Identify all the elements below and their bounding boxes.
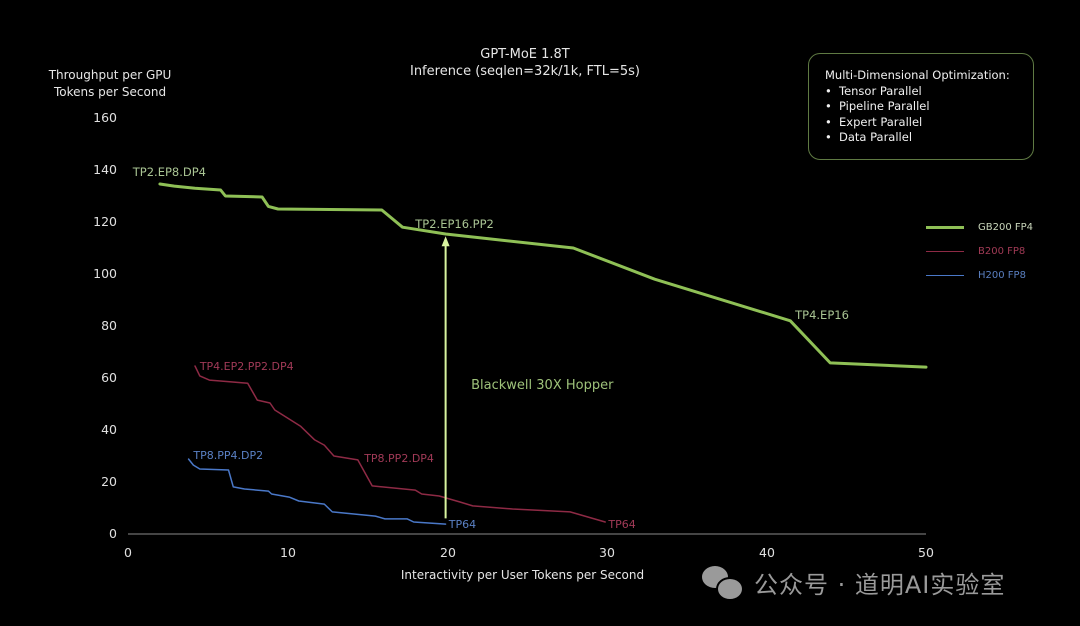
y-tick: 100 <box>93 266 117 281</box>
x-axis-label: Interactivity per User Tokens per Second <box>400 568 645 582</box>
arrow-head-icon <box>441 236 450 247</box>
y-tick: 140 <box>93 162 117 177</box>
x-tick: 50 <box>918 545 934 560</box>
info-box-item: Tensor Parallel <box>825 84 1033 100</box>
x-tick: 40 <box>759 545 775 560</box>
y-axis-label-line2: Tokens per Second <box>53 85 167 99</box>
config-annotation: TP8.PP4.DP2 <box>193 449 264 463</box>
chart-title-main: GPT-MoE 1.8T <box>480 47 570 62</box>
legend-swatch <box>926 225 964 229</box>
info-box-item: Expert Parallel <box>825 115 1033 131</box>
y-axis-label: Throughput per GPU Tokens per Second <box>40 67 180 101</box>
y-tick: 160 <box>93 110 117 125</box>
legend-label: B200 FP8 <box>978 245 1026 257</box>
chart-subtitle: Inference (seqlen=32k/1k, FTL=5s) <box>409 64 640 79</box>
config-annotation: TP4.EP16 <box>795 307 849 322</box>
chart-title: GPT-MoE 1.8T Inference (seqlen=32k/1k, F… <box>0 46 1050 80</box>
legend-item-b200[interactable]: B200 FP8 <box>926 244 1066 258</box>
series-layer <box>158 182 928 525</box>
wechat-icon <box>702 564 744 601</box>
x-tick: 20 <box>440 545 456 560</box>
legend-label: H200 FP8 <box>978 269 1026 281</box>
legend-item-gb200[interactable]: GB200 FP4 <box>926 220 1066 234</box>
x-tick: 30 <box>599 545 615 560</box>
legend-swatch <box>926 274 964 276</box>
legend-label: GB200 FP4 <box>978 221 1034 233</box>
series-line-gb200-fp4 <box>158 182 928 369</box>
y-tick: 60 <box>101 370 117 385</box>
legend-item-h200[interactable]: H200 FP8 <box>926 268 1066 282</box>
config-annotation: TP64 <box>608 517 636 531</box>
y-tick: 80 <box>101 318 117 333</box>
config-annotation: TP2.EP16.PP2 <box>415 216 494 231</box>
config-annotation: TP64 <box>448 517 477 531</box>
x-tick: 0 <box>124 545 132 560</box>
info-box-item: Data Parallel <box>825 130 1033 146</box>
series-line-b200-fp8 <box>194 365 606 523</box>
y-tick: 120 <box>93 214 117 229</box>
legend-swatch <box>926 250 964 252</box>
arrow-label: Blackwell 30X Hopper <box>471 377 614 393</box>
config-annotation: TP2.EP8.DP4 <box>132 164 206 179</box>
series-line-h200-fp8 <box>187 458 447 525</box>
info-box-item: Pipeline Parallel <box>825 99 1033 115</box>
x-tick: 10 <box>280 545 296 560</box>
config-annotation: TP8.PP2.DP4 <box>364 451 434 465</box>
arrow <box>441 236 450 519</box>
info-box-list: Tensor Parallel Pipeline Parallel Expert… <box>825 84 1033 146</box>
watermark: 公众号 · 道明AI实验室 <box>702 564 1006 601</box>
y-tick: 0 <box>109 526 117 541</box>
info-box-heading: Multi-Dimensional Optimization: <box>825 68 1010 82</box>
watermark-text: 公众号 · 道明AI实验室 <box>754 570 1006 599</box>
y-axis-label-line1: Throughput per GPU <box>48 68 172 82</box>
info-box: Multi-Dimensional Optimization: Tensor P… <box>808 53 1034 160</box>
y-tick: 20 <box>101 474 117 489</box>
config-annotation: TP4.EP2.PP2.DP4 <box>199 359 294 373</box>
y-tick: 40 <box>101 422 117 437</box>
